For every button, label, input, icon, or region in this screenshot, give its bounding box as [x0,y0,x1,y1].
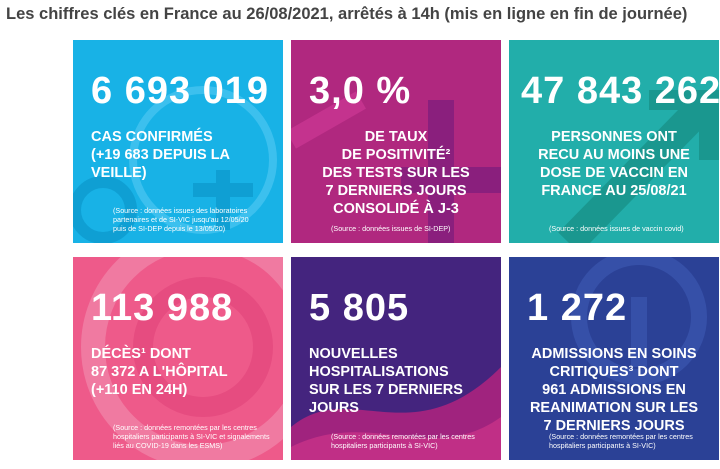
target-background-icon [81,257,283,460]
deaths-value: 113 988 [91,287,234,329]
critical-care-value: 1 272 [527,287,628,329]
tile-positivity-rate: 3,0 % DE TAUX DE POSITIVITÉ² DES TESTS S… [291,40,501,243]
confirmed-cases-value: 6 693 019 [91,70,270,112]
wave-background-icon [291,367,501,460]
tile-deaths: 113 988 DÉCÈS¹ DONT 87 372 A L'HÔPITAL (… [73,257,283,460]
confirmed-cases-label: CAS CONFIRMÉS (+19 683 DEPUIS LA VEILLE) [91,129,231,181]
tile-critical-care: 1 272 ADMISSIONS EN SOINS CRITIQUES³ DON… [509,257,719,460]
deaths-label: DÉCÈS¹ DONT 87 372 A L'HÔPITAL (+110 EN … [91,346,228,398]
virus-background-icon [73,86,277,243]
page-title: Les chiffres clés en France au 26/08/202… [6,5,688,23]
deaths-source: (Source : données remontées par les cent… [113,423,270,450]
hospitalisations-value: 5 805 [309,287,410,329]
info-background-icon [571,257,707,385]
confirmed-cases-source: (Source : données issues des laboratoire… [113,206,249,233]
tile-hospitalisations: 5 805 NOUVELLES HOSPITALISATIONS SUR LES… [291,257,501,460]
positivity-rate-value: 3,0 % [309,70,412,112]
arrow-background-icon [558,90,719,243]
plus-background-icon [291,91,501,243]
tile-vaccinated: 47 843 262 PERSONNES ONT RECU AU MOINS U… [509,40,719,243]
vaccinated-source: (Source : données issues de vaccin covid… [549,224,684,233]
hospitalisations-source: (Source : données remontées par les cent… [331,432,475,450]
critical-care-source: (Source : données remontées par les cent… [549,432,693,450]
vaccinated-label: PERSONNES ONT RECU AU MOINS UNE DOSE DE … [538,129,690,199]
positivity-rate-label: DE TAUX DE POSITIVITÉ² DES TESTS SUR LES… [322,129,470,217]
tile-confirmed-cases: 6 693 019 CAS CONFIRMÉS (+19 683 DEPUIS … [73,40,283,243]
positivity-rate-source: (Source : données issues de SI-DEP) [331,224,451,233]
hospitalisations-label: NOUVELLES HOSPITALISATIONS SUR LES 7 DER… [309,346,463,416]
vaccinated-value: 47 843 262 [521,70,719,112]
critical-care-label: ADMISSIONS EN SOINS CRITIQUES³ DONT 961 … [529,346,699,434]
